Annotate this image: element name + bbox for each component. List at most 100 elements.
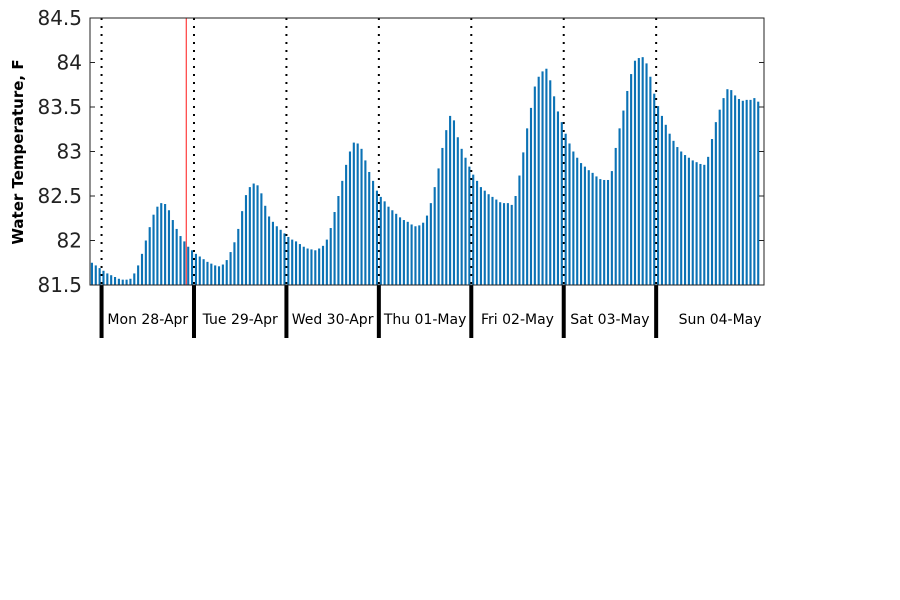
bar <box>449 115 452 286</box>
bar <box>583 166 586 285</box>
bar <box>148 227 151 285</box>
y-tick-label: 84 <box>57 51 82 75</box>
y-tick-label: 82 <box>57 229 82 253</box>
bar <box>668 133 671 285</box>
bar <box>730 90 733 285</box>
bar <box>714 122 717 285</box>
bar <box>171 220 174 285</box>
y-tick-label: 84.5 <box>37 6 82 30</box>
bar <box>672 140 675 285</box>
bar <box>718 109 721 285</box>
bar <box>568 143 571 285</box>
bar <box>337 196 340 285</box>
day-label: Sun 04-May <box>679 312 762 328</box>
bar <box>144 240 147 285</box>
bar <box>526 128 529 285</box>
day-label: Sat 03-May <box>570 312 649 328</box>
bar <box>499 202 502 285</box>
bar <box>345 164 348 285</box>
bar <box>395 213 398 285</box>
bar <box>468 166 471 285</box>
bar <box>703 164 706 285</box>
y-axis-label: Water Temperature, F <box>9 59 27 244</box>
bar <box>657 106 660 285</box>
bar <box>645 63 648 285</box>
day-dividers-layer <box>99 18 659 338</box>
bar <box>541 71 544 286</box>
bar <box>237 228 240 285</box>
bar <box>164 204 167 285</box>
bar <box>476 180 479 285</box>
bar <box>167 210 171 285</box>
bar <box>191 250 194 285</box>
bar <box>379 196 382 285</box>
bar <box>129 278 132 285</box>
bar <box>241 211 244 285</box>
y-tick-label: 82.5 <box>37 184 82 208</box>
bar <box>383 201 386 285</box>
day-label: Mon 28-Apr <box>107 312 188 328</box>
bar <box>310 249 313 285</box>
bar <box>125 279 128 285</box>
bar <box>549 80 552 285</box>
bars-layer <box>90 57 760 286</box>
x-axis-day-labels: Mon 28-Apr Tue 29-Apr Wed 30-Apr Thu 01-May… <box>107 312 761 328</box>
bar <box>425 215 429 285</box>
bar <box>599 179 602 285</box>
bar <box>556 111 560 285</box>
bar <box>726 89 729 285</box>
bar <box>117 278 120 285</box>
bar <box>410 224 413 285</box>
bar <box>229 252 232 285</box>
bar <box>472 174 475 285</box>
bar <box>641 57 644 285</box>
bar <box>121 279 124 285</box>
bar <box>653 93 656 286</box>
bar <box>372 180 375 285</box>
bar <box>210 263 213 285</box>
bar <box>630 74 633 285</box>
bar <box>429 203 432 285</box>
bar <box>368 171 371 285</box>
bar <box>564 133 567 285</box>
bar <box>179 236 182 285</box>
bar <box>268 216 271 285</box>
bar <box>502 203 506 285</box>
bar <box>757 101 760 285</box>
bar <box>294 241 298 285</box>
bar <box>537 76 540 286</box>
bar <box>225 260 228 285</box>
bar <box>606 179 610 285</box>
bar <box>287 236 290 285</box>
bar <box>676 147 679 285</box>
bar <box>283 233 286 285</box>
bar <box>514 196 517 285</box>
bar <box>221 264 224 285</box>
bar <box>348 151 352 285</box>
bar <box>198 256 201 285</box>
bar <box>737 98 741 286</box>
day-label: Wed 30-Apr <box>292 312 374 328</box>
bar <box>691 160 694 285</box>
bar <box>483 190 486 285</box>
bar <box>660 115 663 286</box>
bar <box>518 175 521 285</box>
bar <box>256 185 259 285</box>
bar <box>187 246 190 285</box>
bar <box>398 217 402 285</box>
bar <box>649 76 652 286</box>
bar <box>734 95 737 286</box>
bar <box>102 270 105 285</box>
bar <box>275 226 278 285</box>
bar <box>533 86 536 285</box>
bar <box>610 171 613 285</box>
bar <box>260 193 263 285</box>
bar <box>271 221 274 285</box>
bar <box>506 203 509 285</box>
bar <box>687 157 690 285</box>
bar <box>741 100 744 286</box>
bar <box>487 194 490 285</box>
bar <box>580 163 583 285</box>
bar <box>695 162 698 285</box>
